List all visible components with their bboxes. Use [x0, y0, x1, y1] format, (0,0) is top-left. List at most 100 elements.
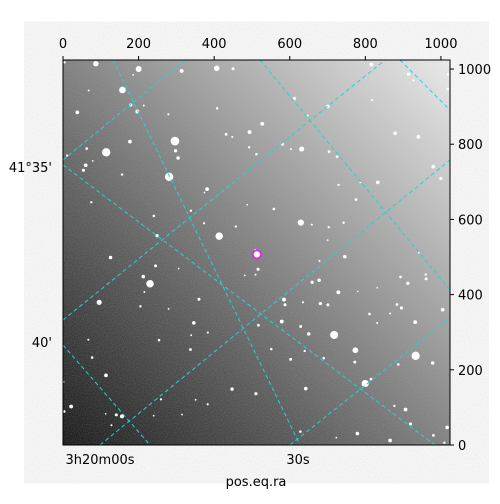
star	[83, 163, 88, 168]
star	[272, 207, 276, 211]
star	[303, 349, 306, 353]
dec-line	[99, 159, 450, 445]
star	[231, 67, 235, 71]
star	[81, 168, 85, 172]
star	[395, 303, 399, 306]
star	[432, 434, 435, 437]
star	[357, 290, 359, 293]
star	[132, 74, 135, 76]
star	[224, 132, 228, 136]
y-tick-label: 200	[458, 364, 483, 379]
x-tick-label: 400	[202, 37, 227, 52]
star	[197, 297, 201, 301]
ra-line	[112, 60, 301, 445]
star	[234, 225, 237, 228]
star	[173, 149, 178, 153]
star	[206, 403, 209, 406]
star	[279, 319, 284, 324]
star	[303, 386, 308, 391]
star	[424, 277, 428, 281]
ra-line	[259, 60, 450, 291]
star	[335, 155, 339, 158]
star	[164, 172, 174, 181]
star	[128, 139, 132, 144]
star	[142, 104, 145, 107]
star	[256, 267, 260, 271]
star	[85, 147, 88, 150]
marker	[252, 249, 262, 260]
star	[231, 135, 234, 138]
star	[190, 334, 193, 337]
star	[413, 320, 418, 325]
star	[93, 60, 99, 67]
star	[306, 114, 309, 117]
star	[299, 325, 303, 328]
star	[114, 413, 118, 417]
star	[246, 203, 249, 206]
star	[326, 239, 329, 242]
star	[159, 398, 163, 401]
star	[120, 173, 124, 176]
star	[141, 274, 146, 279]
x-tick-label: 200	[126, 37, 151, 52]
star	[90, 356, 94, 359]
star	[389, 312, 392, 315]
star	[170, 136, 180, 146]
star	[336, 290, 341, 295]
star	[439, 176, 443, 181]
star	[135, 66, 142, 72]
star	[369, 377, 373, 381]
star	[155, 234, 159, 238]
star	[63, 410, 66, 413]
star	[283, 303, 287, 307]
star	[202, 222, 206, 225]
star	[431, 164, 436, 169]
star	[330, 330, 339, 339]
star	[337, 183, 340, 187]
x-tick-label: 600	[277, 37, 302, 52]
star	[167, 308, 170, 310]
x-tick-label: 0	[59, 37, 67, 52]
star	[254, 273, 257, 276]
star	[307, 332, 311, 336]
star	[310, 280, 314, 284]
star	[292, 96, 296, 101]
star	[297, 219, 304, 226]
x-axis-label: pos.eq.ra	[226, 475, 287, 490]
star	[406, 281, 410, 285]
star	[146, 280, 154, 288]
star	[412, 79, 415, 82]
star	[403, 407, 408, 412]
star	[370, 98, 374, 102]
star	[65, 154, 69, 157]
star	[152, 414, 155, 417]
star	[143, 291, 146, 293]
star	[343, 254, 347, 259]
star	[359, 181, 362, 184]
star	[110, 424, 113, 427]
star	[342, 221, 345, 224]
star	[424, 273, 427, 276]
star	[318, 301, 323, 306]
star	[189, 209, 193, 212]
coordinate-grid	[63, 60, 450, 445]
star	[256, 323, 260, 327]
star	[446, 73, 450, 76]
star	[139, 305, 142, 308]
star	[243, 274, 246, 277]
star	[192, 321, 196, 325]
star	[443, 441, 446, 444]
dec-line	[63, 60, 386, 321]
star	[96, 299, 102, 305]
star	[326, 303, 330, 307]
frame	[62, 59, 451, 446]
star	[91, 159, 94, 162]
star	[376, 321, 379, 325]
star	[317, 278, 321, 283]
x-tick-label: 800	[353, 37, 378, 52]
dec-label: 41°35'	[9, 161, 52, 176]
star	[255, 152, 258, 156]
star	[445, 425, 450, 430]
star	[181, 413, 184, 416]
